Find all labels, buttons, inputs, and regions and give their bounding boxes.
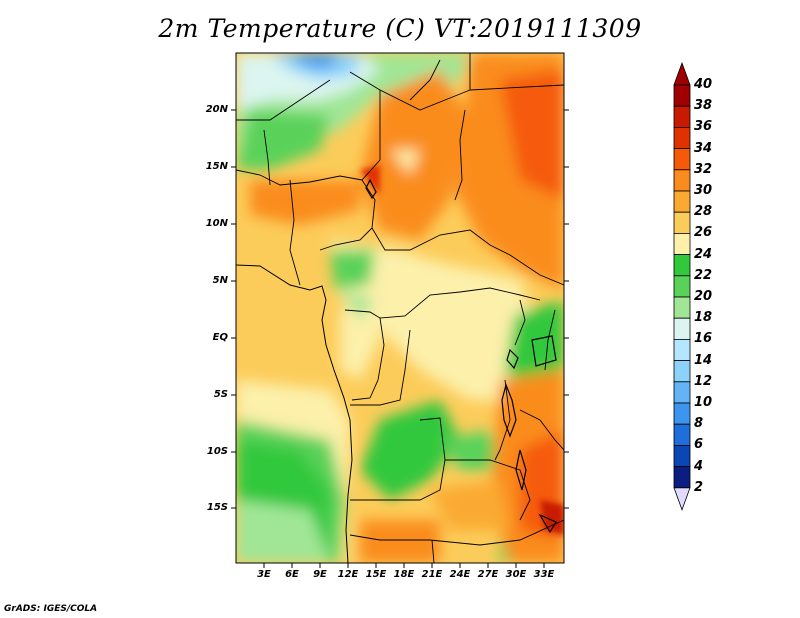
map-title: 2m Temperature (C) VT:2019111309: [158, 14, 642, 43]
lon-label: 15E: [365, 569, 387, 580]
lon-label: 9E: [313, 569, 327, 580]
colorbar-swatch: [673, 211, 691, 234]
temperature-field: [236, 53, 564, 563]
lon-label: 30E: [505, 569, 527, 580]
lon-label: 3E: [257, 569, 271, 580]
colorbar-label: 34: [694, 140, 713, 156]
colorbar-swatch: [673, 360, 691, 383]
lat-label: 5N: [212, 275, 228, 286]
colorbar-label: 22: [694, 267, 713, 283]
colorbar-swatch: [673, 444, 691, 467]
colorbar-label: 20: [694, 289, 713, 304]
colorbar-swatch: [673, 317, 691, 340]
colorbar-label: 14: [694, 352, 713, 368]
lon-label: 12E: [337, 569, 359, 580]
colorbar-label: 28: [694, 204, 713, 220]
lat-label: 20N: [205, 104, 228, 115]
colorbar-label: 26: [694, 225, 713, 241]
lat-label: 15S: [206, 502, 228, 513]
colorbar-top-arrow: [673, 61, 691, 86]
lon-label: 33E: [533, 569, 555, 580]
lat-label: EQ: [212, 332, 228, 343]
colorbar-label: 6: [694, 437, 704, 453]
colorbar-swatch: [673, 466, 691, 489]
grads-credit: GrADS: IGES/COLA: [4, 604, 98, 614]
colorbar-bottom-arrow: [673, 487, 691, 511]
colorbar-swatch: [673, 148, 691, 171]
colorbar-label: 2: [694, 479, 704, 495]
colorbar-swatch: [673, 402, 691, 425]
colorbar-label: 40: [694, 77, 713, 92]
colorbar-label: 30: [694, 183, 713, 198]
colorbar-label: 38: [694, 98, 713, 114]
lon-label: 27E: [477, 569, 499, 580]
lon-label: 21E: [421, 569, 443, 580]
colorbar-label: 8: [694, 416, 704, 432]
colorbar-swatch: [673, 423, 691, 446]
colorbar: [673, 61, 691, 511]
colorbar-label: 10: [694, 395, 713, 410]
colorbar-label: 16: [694, 331, 713, 347]
colorbar-label: 12: [694, 373, 713, 389]
lat-label: 15N: [205, 161, 228, 172]
colorbar-swatch: [673, 105, 691, 128]
colorbar-swatch: [673, 254, 691, 277]
colorbar-swatch: [673, 84, 691, 107]
colorbar-swatch: [673, 296, 691, 319]
colorbar-swatch: [673, 127, 691, 150]
lon-label: 24E: [449, 569, 471, 580]
colorbar-label: 36: [694, 119, 713, 135]
colorbar-swatch: [673, 232, 691, 255]
colorbar-swatch: [673, 381, 691, 404]
lon-label: 6E: [285, 569, 299, 580]
colorbar-swatch: [673, 190, 691, 213]
lat-label: 5S: [213, 389, 228, 400]
lat-label: 10S: [206, 446, 228, 457]
lon-ticks: [263, 563, 545, 568]
colorbar-label: 4: [694, 458, 704, 474]
lon-label: 18E: [393, 569, 415, 580]
colorbar-swatch: [673, 275, 691, 298]
colorbar-swatch: [673, 338, 691, 361]
map-frame: [235, 52, 565, 564]
colorbar-label: 24: [694, 246, 713, 262]
lat-label: 10N: [205, 218, 228, 229]
colorbar-swatch: [673, 169, 691, 192]
colorbar-label: 18: [694, 310, 713, 326]
lat-ticks: [231, 109, 569, 509]
colorbar-label: 32: [694, 161, 713, 177]
